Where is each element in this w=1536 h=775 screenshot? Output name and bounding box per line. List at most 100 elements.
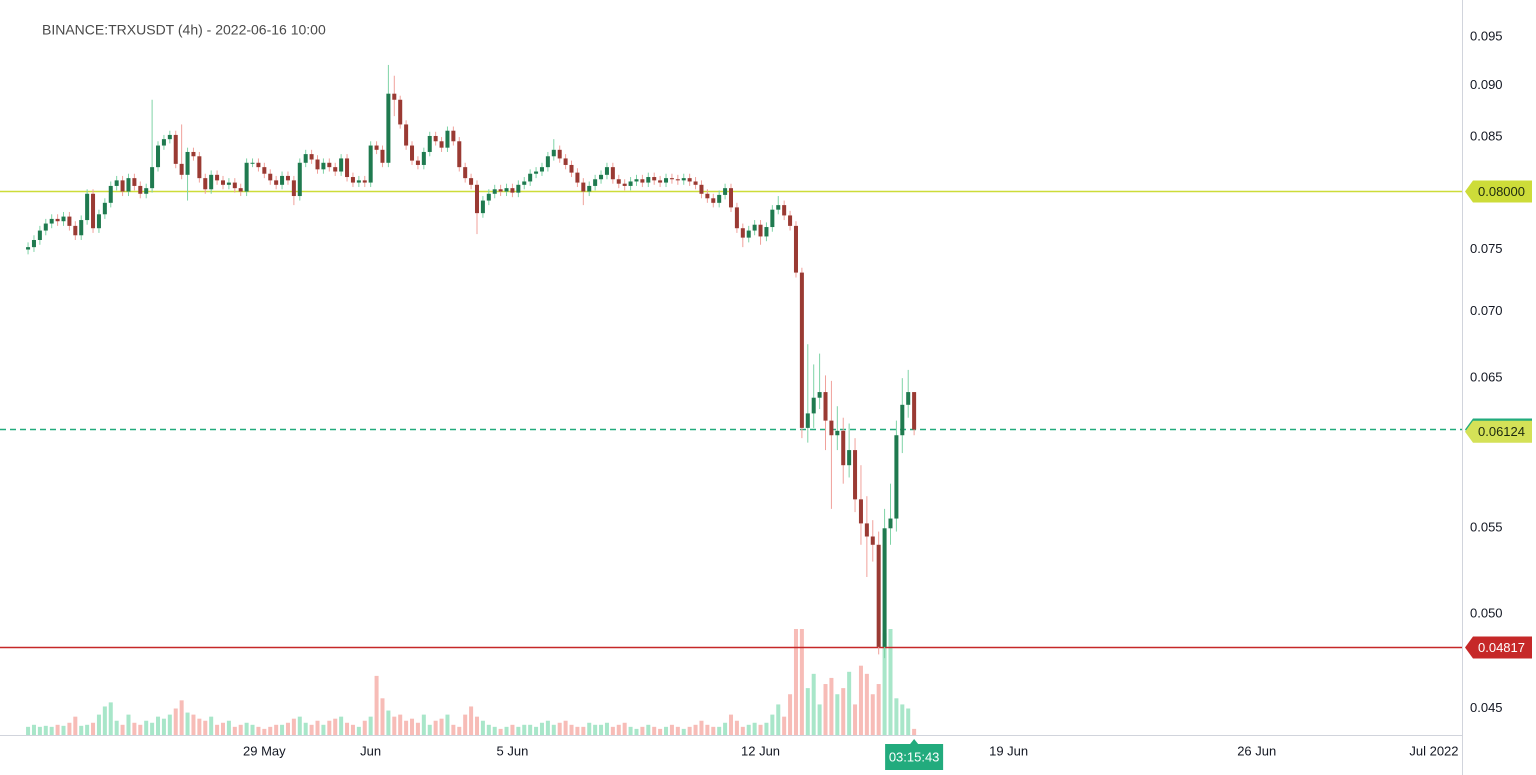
volume-bar [498, 728, 503, 735]
volume-bar [835, 694, 840, 735]
candle-body [167, 134, 172, 140]
volume-bar [469, 706, 474, 735]
candle-body [664, 178, 669, 183]
volume-bar [599, 724, 604, 735]
candle-body [73, 225, 78, 236]
candle-body [864, 523, 869, 537]
candle-body [758, 224, 763, 237]
candle-body [687, 178, 692, 182]
price-tag [1465, 420, 1532, 443]
volume-bar [539, 722, 544, 735]
x-tick-label: 19 Jun [989, 743, 1028, 758]
volume-bar [522, 724, 527, 735]
volume-bar [167, 714, 172, 735]
x-tick-label: 5 Jun [497, 743, 529, 758]
candle-body [906, 392, 911, 405]
candle-body [67, 216, 72, 226]
candle-body [238, 188, 243, 192]
volume-bar [764, 722, 769, 735]
candle-body [297, 162, 302, 197]
candle-body [705, 193, 710, 199]
candle-body [805, 413, 810, 428]
candle-body [274, 180, 279, 185]
candle-body [392, 93, 397, 100]
volume-bar [439, 718, 444, 735]
volume-bar [285, 722, 290, 735]
candle-body [244, 162, 249, 192]
volume-bar [345, 722, 350, 735]
volume-bar [705, 724, 710, 735]
y-tick-label: 0.070 [1470, 303, 1503, 318]
volume-bar [150, 722, 155, 735]
volume-bar [291, 718, 296, 735]
x-tick-label: 26 Jun [1237, 743, 1276, 758]
x-tick-label: Jul 2022 [1409, 743, 1458, 758]
candle-body [37, 230, 42, 240]
volume-bar [220, 722, 226, 735]
y-tick-label: 0.075 [1470, 241, 1503, 256]
candle-body [734, 207, 739, 229]
volume-bar [746, 724, 751, 735]
candle-body [368, 145, 373, 183]
volume-bar [262, 728, 267, 735]
volume-bar [551, 724, 556, 735]
candle-body [404, 124, 409, 146]
candle-body [374, 145, 379, 150]
candle-body [386, 93, 391, 163]
candle-body [173, 134, 178, 164]
candle-body [711, 198, 716, 203]
volume-bar [392, 716, 397, 735]
volume-bar [486, 724, 491, 735]
y-tick-label: 0.065 [1470, 370, 1503, 385]
volume-bar [593, 724, 598, 735]
candle-body [799, 272, 804, 428]
volume-bar [197, 718, 202, 735]
candle-body [522, 181, 527, 185]
candle-body [362, 180, 367, 183]
candle-body [900, 404, 905, 436]
candle-body [658, 180, 663, 183]
candle-body [126, 178, 131, 192]
candle-body [49, 218, 54, 224]
candle-body [410, 145, 415, 161]
candle-body [528, 173, 533, 182]
candle-body [232, 182, 237, 189]
candle-body [309, 154, 314, 160]
candle-body [551, 149, 556, 157]
candle-body [85, 193, 90, 221]
candle-body [138, 185, 143, 194]
price-tag [1465, 636, 1532, 659]
candle-body [280, 175, 285, 185]
volume-bar [699, 720, 704, 735]
candle-body [717, 194, 722, 203]
volume-bar [622, 722, 627, 735]
volume-bar [356, 726, 361, 735]
candle-body [587, 185, 592, 192]
candle-body [380, 149, 385, 163]
candle-body [486, 193, 491, 201]
candle-body [457, 141, 462, 168]
candle-body [622, 183, 627, 186]
volume-bar [333, 718, 338, 735]
candle-body [315, 159, 320, 170]
price-tag-label: 0.06124 [1478, 424, 1525, 439]
volume-bar [244, 722, 249, 735]
volume-layer [26, 629, 917, 735]
volume-bar [841, 688, 846, 735]
candle-body [876, 544, 881, 647]
candle-body [31, 239, 36, 248]
volume-bar [250, 724, 255, 735]
volume-bar [463, 714, 468, 735]
candle-body [912, 392, 917, 430]
candle-body [197, 156, 202, 179]
volume-bar [85, 724, 90, 735]
volume-bar [232, 726, 237, 735]
volume-bar [215, 724, 220, 735]
volume-bar [274, 724, 279, 735]
candle-body [427, 135, 432, 152]
candle-body [888, 518, 893, 529]
volume-bar [457, 726, 462, 735]
candle-body [793, 225, 798, 273]
